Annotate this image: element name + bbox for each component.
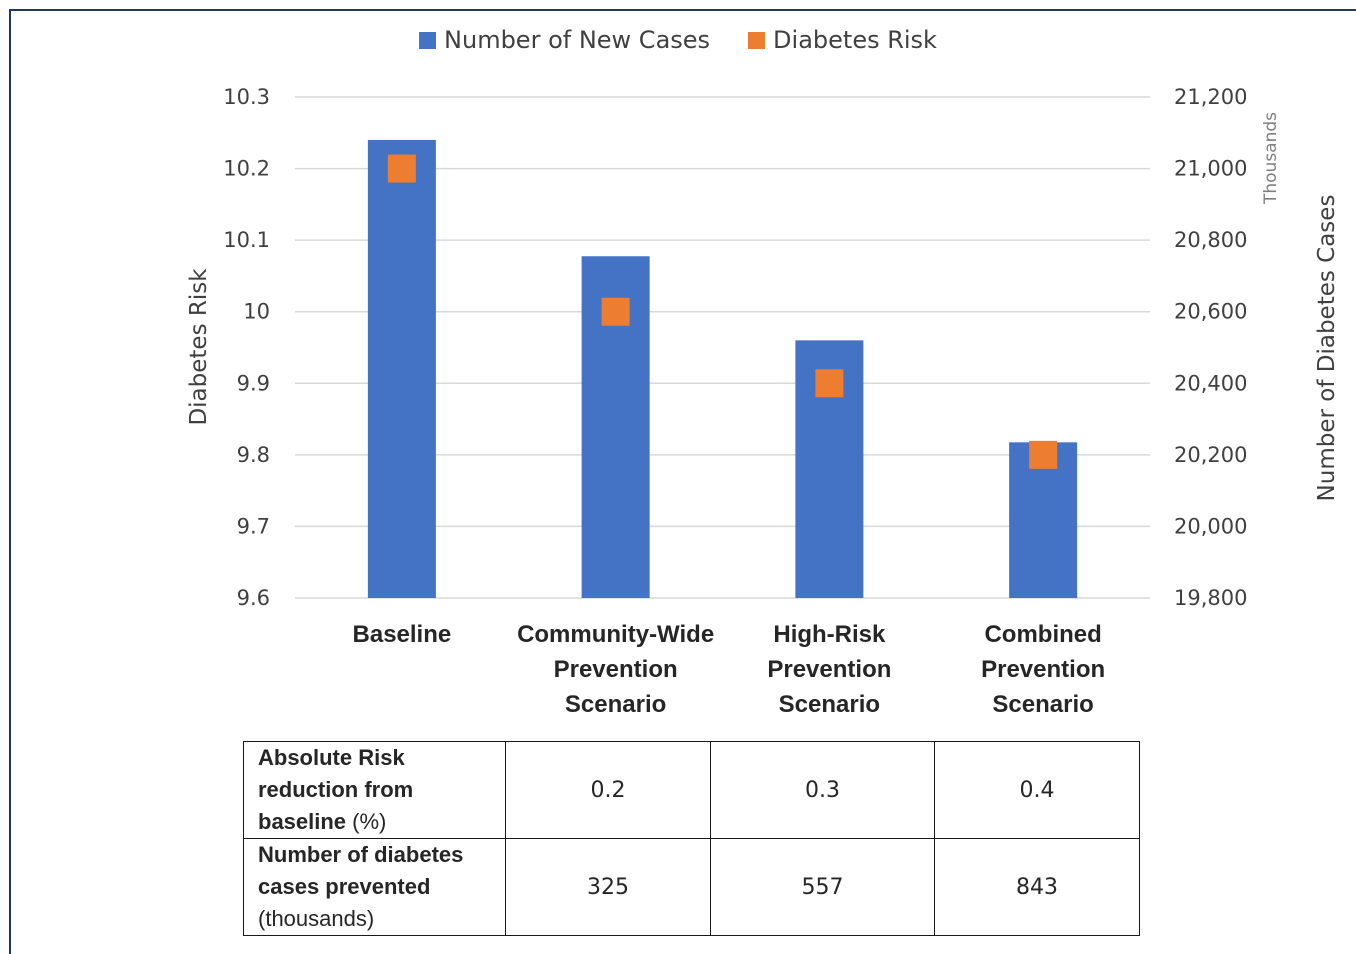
table-cell: 557 <box>710 838 935 936</box>
risk-marker <box>601 297 630 326</box>
y-left-tick-label: 9.6 <box>237 586 270 610</box>
row-header-line: baseline <box>258 809 347 834</box>
x-tick-label: High-Risk Prevention Scenario <box>767 621 892 718</box>
x-tick-label: Combined Prevention Scenario <box>981 621 1106 718</box>
y-right-tick-label: 21,000 <box>1174 157 1247 181</box>
y-right-tick-label: 20,200 <box>1174 443 1247 467</box>
row-header-risk-reduction: Absolute Risk reduction from baseline (%… <box>243 741 506 839</box>
table-cell: 0.3 <box>710 741 935 839</box>
legend: Number of New Cases Diabetes Risk <box>0 26 1356 54</box>
legend-label-diabetes-risk: Diabetes Risk <box>773 26 937 54</box>
legend-swatch-diabetes-risk <box>748 31 766 49</box>
table-cell: 843 <box>934 838 1140 936</box>
row-header-suffix: (%) <box>346 809 387 834</box>
y-right-tick-label: 20,400 <box>1174 371 1247 395</box>
y-left-tick-label: 9.8 <box>237 443 270 467</box>
y-left-tick-label: 9.7 <box>237 514 270 538</box>
risk-marker <box>815 369 844 398</box>
chart-frame <box>9 9 1356 954</box>
legend-swatch-new-cases <box>419 31 437 49</box>
row-header-line: reduction from <box>258 777 414 802</box>
y-right-tick-label: 21,200 <box>1174 85 1247 109</box>
y-axis-left-title: Diabetes Risk <box>186 268 212 426</box>
row-header-line: cases prevented <box>258 874 431 899</box>
y-axis-right-unit: Thousands <box>1261 111 1281 205</box>
x-tick-label: Baseline <box>352 621 452 648</box>
legend-item-new-cases: Number of New Cases <box>419 26 710 54</box>
summary-table: Absolute Risk reduction from baseline (%… <box>243 741 1140 936</box>
y-right-tick-label: 20,600 <box>1174 300 1247 324</box>
y-axis-right-title: Number of Diabetes Cases <box>1314 194 1340 502</box>
legend-label-new-cases: Number of New Cases <box>444 26 711 54</box>
y-right-tick-label: 20,800 <box>1174 228 1247 252</box>
y-right-tick-label: 20,000 <box>1174 514 1247 538</box>
table-cell: 325 <box>505 838 711 936</box>
risk-marker <box>1029 440 1058 469</box>
y-left-tick-label: 10.1 <box>223 228 270 252</box>
row-header-line: Absolute Risk <box>258 745 405 770</box>
y-right-tick-label: 19,800 <box>1174 586 1247 610</box>
risk-marker <box>387 154 416 183</box>
legend-item-diabetes-risk: Diabetes Risk <box>748 26 937 54</box>
table-cell: 0.2 <box>505 741 711 839</box>
y-left-tick-label: 10.3 <box>223 85 270 109</box>
y-left-tick-label: 10 <box>243 300 270 324</box>
table-row: Number of diabetes cases prevented (thou… <box>243 838 1140 936</box>
table-cell: 0.4 <box>934 741 1140 839</box>
table-row: Absolute Risk reduction from baseline (%… <box>243 741 1140 839</box>
row-header-tail: (thousands) <box>258 906 375 931</box>
y-left-tick-label: 9.9 <box>237 371 270 395</box>
row-header-line: Number of diabetes <box>258 842 464 867</box>
bar <box>367 139 436 598</box>
row-header-cases-prevented: Number of diabetes cases prevented (thou… <box>243 838 506 936</box>
x-tick-label: Community-Wide Prevention Scenario <box>517 621 715 718</box>
y-left-tick-label: 10.2 <box>223 157 270 181</box>
